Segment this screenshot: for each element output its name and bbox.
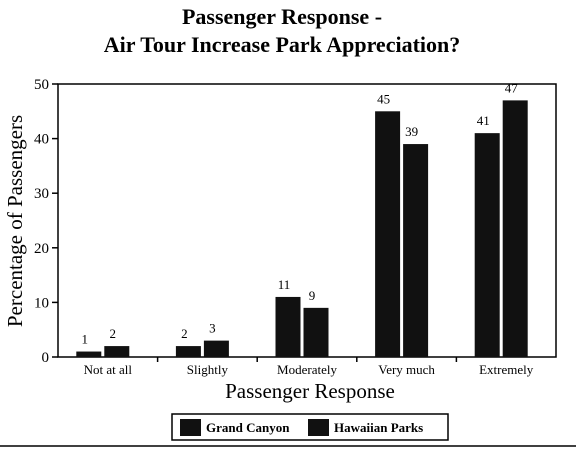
data-label-hawaiian-parks-slightly: 3 xyxy=(209,321,216,336)
data-label-hawaiian-parks-very-much: 39 xyxy=(405,124,418,139)
y-tick-label: 50 xyxy=(34,77,49,93)
bar-grand-canyon-moderately xyxy=(275,296,301,357)
data-label-grand-canyon-moderately: 11 xyxy=(278,277,291,292)
data-label-grand-canyon-very-much: 45 xyxy=(377,91,390,106)
legend-label-grand-canyon: Grand Canyon xyxy=(206,420,290,435)
bar-hawaiian-parks-very-much xyxy=(403,144,429,357)
y-tick-label: 20 xyxy=(34,241,49,257)
y-tick-label: 0 xyxy=(42,350,50,366)
data-label-grand-canyon-slightly: 2 xyxy=(181,326,188,341)
legend-label-hawaiian-parks: Hawaiian Parks xyxy=(334,420,423,435)
data-label-grand-canyon-not-at-all: 1 xyxy=(82,332,89,347)
x-category-label-very-much: Very much xyxy=(378,362,435,377)
x-category-label-moderately: Moderately xyxy=(277,362,337,377)
data-label-hawaiian-parks-extremely: 47 xyxy=(505,80,519,95)
y-axis: 0 10 20 30 40 50 xyxy=(34,77,58,366)
bars-group: 1 2 2 3 11 9 45 39 41 47 xyxy=(76,80,528,357)
bar-hawaiian-parks-slightly xyxy=(203,340,229,357)
x-category-label-extremely: Extremely xyxy=(479,362,534,377)
legend: Grand Canyon Hawaiian Parks xyxy=(171,413,449,441)
bar-hawaiian-parks-not-at-all xyxy=(104,346,130,357)
data-label-hawaiian-parks-moderately: 9 xyxy=(309,288,316,303)
x-category-label-slightly: Slightly xyxy=(187,362,229,377)
legend-swatch-grand-canyon xyxy=(180,419,201,436)
bar-grand-canyon-slightly xyxy=(175,346,201,357)
chart-title: Passenger Response - xyxy=(182,4,382,29)
y-axis-title: Percentage of Passengers xyxy=(3,115,27,327)
bar-grand-canyon-not-at-all xyxy=(76,351,102,357)
chart-subtitle: Air Tour Increase Park Appreciation? xyxy=(104,32,461,57)
x-category-label-not-at-all: Not at all xyxy=(84,362,133,377)
y-tick-label: 10 xyxy=(34,295,49,311)
legend-swatch-hawaiian-parks xyxy=(308,419,329,436)
bar-grand-canyon-very-much xyxy=(375,111,401,357)
data-label-grand-canyon-extremely: 41 xyxy=(477,113,490,128)
bar-grand-canyon-extremely xyxy=(474,133,500,357)
y-tick-label: 40 xyxy=(34,132,49,148)
bar-hawaiian-parks-moderately xyxy=(303,307,329,357)
data-label-hawaiian-parks-not-at-all: 2 xyxy=(110,326,117,341)
bar-hawaiian-parks-extremely xyxy=(502,100,528,357)
x-axis: Not at all Slightly Moderately Very much Ext… xyxy=(84,357,534,377)
x-axis-title: Passenger Response xyxy=(225,379,395,403)
y-tick-label: 30 xyxy=(34,186,49,202)
